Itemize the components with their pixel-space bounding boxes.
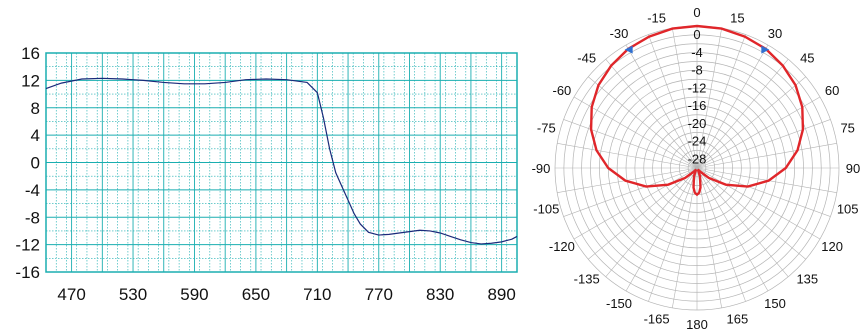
polar-spoke xyxy=(696,167,722,308)
polar-spoke xyxy=(563,119,698,169)
polar-angle-label: 165 xyxy=(727,312,749,327)
polar-radial-label: -8 xyxy=(691,63,703,78)
polar-angle-tick-labels: 0 153045607590105120135150165180-165-150-… xyxy=(532,5,861,329)
polar-spoke xyxy=(696,44,769,169)
polar-angle-label: -165 xyxy=(644,312,670,327)
polar-spoke xyxy=(696,34,746,169)
polar-spoke xyxy=(588,167,698,260)
polar-spoke xyxy=(605,59,698,169)
y-tick-label: 8 xyxy=(31,99,40,118)
polar-spoke xyxy=(573,96,698,169)
polar-spoke xyxy=(696,143,837,169)
polar-spoke xyxy=(696,119,831,169)
polar-angle-label: 0 xyxy=(693,5,700,20)
polar-spoke xyxy=(573,167,698,240)
line-series xyxy=(45,77,518,245)
polar-angle-label: 60 xyxy=(825,83,839,98)
x-tick-label: 830 xyxy=(426,285,454,304)
x-tick-label: 650 xyxy=(242,285,270,304)
polar-radial-label: -20 xyxy=(688,116,707,131)
x-tick-label: 590 xyxy=(180,285,208,304)
polar-angle-label: 90 xyxy=(846,161,860,176)
polar-angle-label: 45 xyxy=(800,51,814,66)
line-chart-x-tick-labels: 470 530 590 650 710 770 830 890 xyxy=(57,285,515,304)
polar-spoke xyxy=(696,28,722,169)
polar-spoke xyxy=(696,167,789,277)
polar-radial-label: 0 xyxy=(693,27,700,42)
polar-spoke xyxy=(696,76,806,169)
polar-spoke xyxy=(696,167,821,240)
polar-spoke xyxy=(696,59,789,169)
polar-angle-label: 180 xyxy=(686,317,708,329)
polar-angle-label: -105 xyxy=(533,201,559,216)
y-tick-label: 12 xyxy=(21,71,40,90)
polar-angle-label: -135 xyxy=(574,271,600,286)
polar-angle-label: 15 xyxy=(730,10,744,25)
polar-angle-label: 135 xyxy=(796,271,818,286)
polar-radial-label: -24 xyxy=(688,134,707,149)
line-chart: 16 12 8 4 0 -4 -8 -12 -16 470 530 590 650 710 770 830 8… xyxy=(15,44,518,304)
x-tick-label: 890 xyxy=(487,285,515,304)
polar-angle-label: 30 xyxy=(768,26,782,41)
line-chart-frame xyxy=(45,52,518,273)
polar-angle-label: -60 xyxy=(553,83,572,98)
line-chart-grid xyxy=(46,53,517,272)
polar-spoke xyxy=(648,34,698,169)
polar-grid xyxy=(554,25,840,311)
polar-spoke xyxy=(696,167,831,217)
polar-angle-label: -75 xyxy=(537,121,556,136)
polar-marker xyxy=(624,45,633,54)
polar-angle-label: 105 xyxy=(837,201,859,216)
polar-spoke xyxy=(696,167,746,302)
y-tick-label: 16 xyxy=(21,44,40,63)
polar-radial-tick-labels: 0 -4 -8 -12 -16 -20 -24 -28 xyxy=(688,27,707,166)
polar-spoke xyxy=(696,167,806,260)
polar-angle-label: 75 xyxy=(840,121,854,136)
x-tick-label: 530 xyxy=(119,285,147,304)
polar-spoke xyxy=(648,167,698,302)
polar-spoke xyxy=(563,167,698,217)
y-tick-label: -4 xyxy=(25,181,40,200)
polar-spoke xyxy=(696,167,769,292)
polar-spoke xyxy=(605,167,698,277)
y-tick-label: -16 xyxy=(15,263,40,282)
polar-marker xyxy=(761,45,770,54)
line-chart-y-tick-labels: 16 12 8 4 0 -4 -8 -12 -16 xyxy=(15,44,40,282)
polar-chart: 0 -4 -8 -12 -16 -20 -24 -28 0 15 30 45 60 75 90 105 120… xyxy=(532,5,861,329)
polar-angle-label: -150 xyxy=(606,296,632,311)
polar-angle-label: -90 xyxy=(532,161,551,176)
y-tick-label: -12 xyxy=(15,236,40,255)
y-tick-label: 4 xyxy=(31,126,40,145)
x-tick-label: 770 xyxy=(365,285,393,304)
polar-angle-label: -30 xyxy=(610,26,629,41)
polar-markers xyxy=(624,45,770,54)
polar-angle-label: 150 xyxy=(764,296,786,311)
y-tick-label: 0 xyxy=(31,154,40,173)
polar-pattern-series xyxy=(589,24,805,197)
x-tick-label: 710 xyxy=(303,285,331,304)
polar-radial-label: -4 xyxy=(691,45,703,60)
y-tick-label: -8 xyxy=(25,208,40,227)
polar-spoke xyxy=(588,76,698,169)
polar-angle-label: -15 xyxy=(647,10,666,25)
polar-radial-label: -12 xyxy=(688,80,707,95)
polar-angle-label: -120 xyxy=(549,239,575,254)
polar-spoke xyxy=(557,143,698,169)
polar-spoke xyxy=(696,96,821,169)
polar-spoke xyxy=(672,167,698,308)
polar-angle-label: 120 xyxy=(821,239,843,254)
polar-radial-label: -28 xyxy=(688,151,707,166)
x-tick-label: 470 xyxy=(57,285,85,304)
polar-radial-label: -16 xyxy=(688,98,707,113)
polar-spoke xyxy=(625,167,698,292)
polar-spoke xyxy=(625,44,698,169)
polar-angle-label: -45 xyxy=(577,51,596,66)
polar-spoke xyxy=(672,28,698,169)
